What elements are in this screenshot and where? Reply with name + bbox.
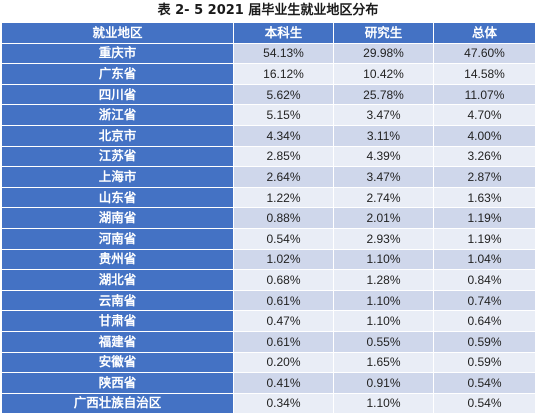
header-grad: 研究生 xyxy=(333,22,434,44)
grad-cell: 10.42% xyxy=(333,63,434,85)
table-row: 浙江省 5.15% 3.47% 4.70% xyxy=(1,104,536,126)
undergrad-cell: 0.34% xyxy=(233,392,334,414)
total-cell: 1.19% xyxy=(433,227,536,250)
grad-cell: 1.10% xyxy=(333,392,434,414)
region-cell: 重庆市 xyxy=(1,42,234,65)
total-cell: 3.26% xyxy=(433,145,536,168)
grad-cell: 25.78% xyxy=(333,83,434,106)
region-cell: 山东省 xyxy=(1,186,234,209)
grad-cell: 2.01% xyxy=(333,207,434,229)
header-row: 就业地区 本科生 研究生 总体 xyxy=(1,22,536,44)
region-cell: 贵州省 xyxy=(1,248,234,271)
region-cell: 云南省 xyxy=(1,289,234,312)
grad-cell: 1.10% xyxy=(333,310,434,332)
grad-cell: 1.10% xyxy=(333,289,434,312)
total-cell: 1.04% xyxy=(433,248,536,271)
total-cell: 11.07% xyxy=(433,83,536,106)
region-cell: 广东省 xyxy=(1,63,234,85)
table-row: 江苏省 2.85% 4.39% 3.26% xyxy=(1,145,536,168)
total-cell: 47.60% xyxy=(433,42,536,65)
table-row: 上海市 2.64% 3.47% 2.87% xyxy=(1,166,536,188)
total-cell: 0.54% xyxy=(433,372,536,394)
table-row: 甘肃省 0.47% 1.10% 0.64% xyxy=(1,310,536,332)
grad-cell: 0.91% xyxy=(333,372,434,394)
region-cell: 广西壮族自治区 xyxy=(1,392,234,414)
table-row: 四川省 5.62% 25.78% 11.07% xyxy=(1,83,536,106)
table-row: 湖南省 0.88% 2.01% 1.19% xyxy=(1,207,536,229)
region-cell: 安徽省 xyxy=(1,351,234,374)
grad-cell: 3.47% xyxy=(333,166,434,188)
region-cell: 北京市 xyxy=(1,124,234,147)
undergrad-cell: 54.13% xyxy=(233,42,334,65)
total-cell: 0.59% xyxy=(433,330,536,353)
region-cell: 陕西省 xyxy=(1,372,234,394)
grad-cell: 1.28% xyxy=(333,269,434,291)
grad-cell: 4.39% xyxy=(333,145,434,168)
header-total: 总体 xyxy=(433,22,536,44)
table-row: 云南省 0.61% 1.10% 0.74% xyxy=(1,289,536,312)
grad-cell: 2.74% xyxy=(333,186,434,209)
undergrad-cell: 1.22% xyxy=(233,186,334,209)
header-undergrad: 本科生 xyxy=(233,22,334,44)
region-cell: 河南省 xyxy=(1,227,234,250)
table-row: 广西壮族自治区 0.34% 1.10% 0.54% xyxy=(1,392,536,414)
grad-cell: 3.47% xyxy=(333,104,434,126)
undergrad-cell: 2.85% xyxy=(233,145,334,168)
total-cell: 0.84% xyxy=(433,269,536,291)
region-cell: 江苏省 xyxy=(1,145,234,168)
total-cell: 4.70% xyxy=(433,104,536,126)
table-row: 广东省 16.12% 10.42% 14.58% xyxy=(1,63,536,85)
table-row: 湖北省 0.68% 1.28% 0.84% xyxy=(1,269,536,291)
undergrad-cell: 0.61% xyxy=(233,289,334,312)
grad-cell: 0.55% xyxy=(333,330,434,353)
total-cell: 2.87% xyxy=(433,166,536,188)
undergrad-cell: 0.47% xyxy=(233,310,334,332)
total-cell: 14.58% xyxy=(433,63,536,85)
table-row: 河南省 0.54% 2.93% 1.19% xyxy=(1,227,536,250)
region-cell: 湖北省 xyxy=(1,269,234,291)
grad-cell: 1.10% xyxy=(333,248,434,271)
table-row: 重庆市 54.13% 29.98% 47.60% xyxy=(1,42,536,65)
table-row: 陕西省 0.41% 0.91% 0.54% xyxy=(1,372,536,394)
undergrad-cell: 0.20% xyxy=(233,351,334,374)
total-cell: 1.19% xyxy=(433,207,536,229)
region-cell: 四川省 xyxy=(1,83,234,106)
table-row: 贵州省 1.02% 1.10% 1.04% xyxy=(1,248,536,271)
total-cell: 0.54% xyxy=(433,392,536,414)
total-cell: 4.00% xyxy=(433,124,536,147)
header-region: 就业地区 xyxy=(1,22,234,44)
table-row: 安徽省 0.20% 1.65% 0.59% xyxy=(1,351,536,374)
grad-cell: 2.93% xyxy=(333,227,434,250)
undergrad-cell: 1.02% xyxy=(233,248,334,271)
region-cell: 湖南省 xyxy=(1,207,234,229)
grad-cell: 1.65% xyxy=(333,351,434,374)
undergrad-cell: 0.54% xyxy=(233,227,334,250)
region-cell: 甘肃省 xyxy=(1,310,234,332)
table-row: 北京市 4.34% 3.11% 4.00% xyxy=(1,124,536,147)
total-cell: 0.59% xyxy=(433,351,536,374)
table-caption: 表 2- 5 2021 届毕业生就业地区分布 xyxy=(157,3,379,18)
table-row: 福建省 0.61% 0.55% 0.59% xyxy=(1,330,536,353)
undergrad-cell: 4.34% xyxy=(233,124,334,147)
undergrad-cell: 0.68% xyxy=(233,269,334,291)
grad-cell: 29.98% xyxy=(333,42,434,65)
total-cell: 0.64% xyxy=(433,310,536,332)
region-cell: 福建省 xyxy=(1,330,234,353)
undergrad-cell: 5.62% xyxy=(233,83,334,106)
undergrad-cell: 16.12% xyxy=(233,63,334,85)
undergrad-cell: 0.61% xyxy=(233,330,334,353)
table-row: 山东省 1.22% 2.74% 1.63% xyxy=(1,186,536,209)
region-cell: 上海市 xyxy=(1,166,234,188)
undergrad-cell: 2.64% xyxy=(233,166,334,188)
undergrad-cell: 0.88% xyxy=(233,207,334,229)
region-cell: 浙江省 xyxy=(1,104,234,126)
undergrad-cell: 0.41% xyxy=(233,372,334,394)
employment-region-table: 就业地区 本科生 研究生 总体 重庆市 54.13% 29.98% 47.60% 广东省… xyxy=(1,22,536,414)
grad-cell: 3.11% xyxy=(333,124,434,147)
total-cell: 0.74% xyxy=(433,289,536,312)
total-cell: 1.63% xyxy=(433,186,536,209)
undergrad-cell: 5.15% xyxy=(233,104,334,126)
